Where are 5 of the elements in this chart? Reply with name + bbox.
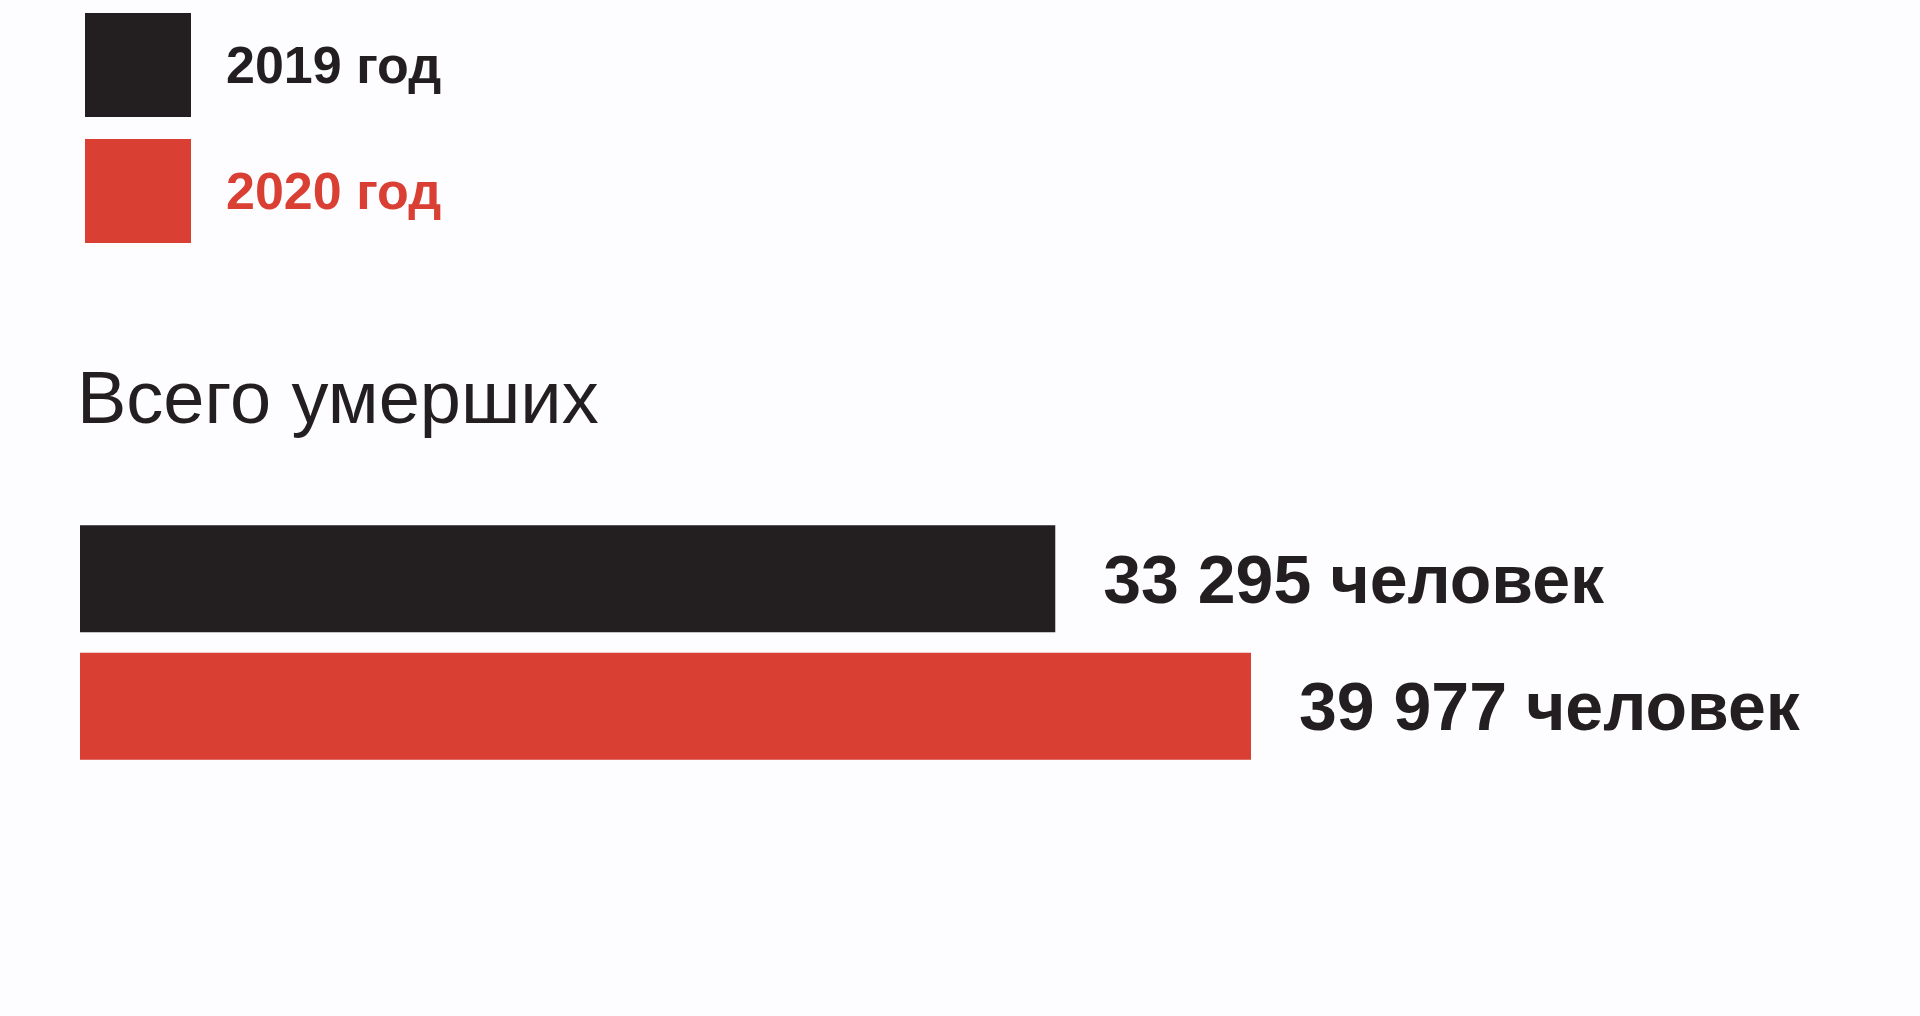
chart-title: Всего умерших — [77, 355, 599, 439]
legend-label: 2020 год — [226, 162, 442, 220]
data-label: 39 977 человек — [1299, 668, 1801, 745]
legend-label: 2019 год — [226, 36, 442, 94]
data-label: 33 295 человек — [1103, 540, 1606, 617]
